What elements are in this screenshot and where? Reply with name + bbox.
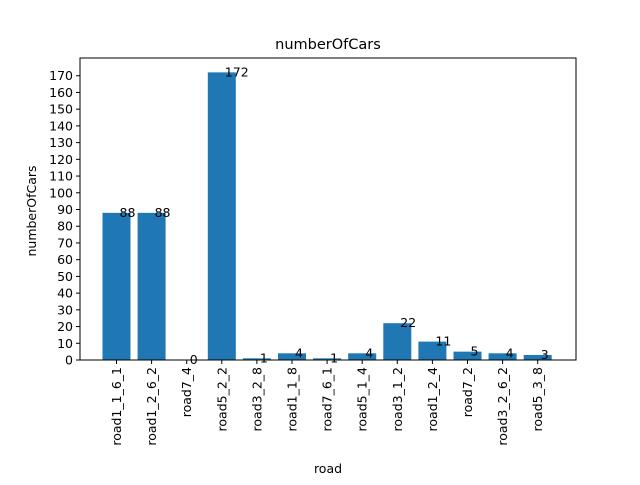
data-label: 1 <box>330 350 338 365</box>
y-tick-label: 160 <box>49 85 73 100</box>
x-tick-label: road7_2 <box>460 367 475 417</box>
x-axis-ticks: road1_1_6_1 road1_2_6_2 road7_4 road5_2_2 ro… <box>109 360 545 446</box>
bar <box>453 351 482 360</box>
x-axis-label: road <box>314 461 342 476</box>
x-tick-label: road5_3_8 <box>530 367 545 432</box>
x-tick-label: road5_1_4 <box>355 367 370 432</box>
y-tick-label: 170 <box>49 68 73 83</box>
x-tick-label: road3_1_2 <box>390 367 405 431</box>
bar <box>278 353 306 360</box>
bar <box>383 323 412 360</box>
data-label: 11 <box>435 334 451 349</box>
bars-group <box>102 72 552 360</box>
y-tick-label: 50 <box>57 269 73 284</box>
y-tick-label: 30 <box>57 302 73 317</box>
data-label: 3 <box>541 347 549 362</box>
x-tick-label: road3_2_6_2 <box>495 367 510 446</box>
y-axis-ticks: 0102030405060708090100110120130140150160… <box>49 68 80 368</box>
y-tick-label: 80 <box>57 219 73 234</box>
data-label: 88 <box>120 205 136 220</box>
x-tick-label: road1_1_6_1 <box>109 367 124 446</box>
x-tick-label: road1_2_6_2 <box>144 367 159 446</box>
data-label: 4 <box>295 345 303 360</box>
data-label: 172 <box>225 64 249 79</box>
x-tick-label: road1_1_8 <box>285 367 300 432</box>
chart-title: numberOfCars <box>275 37 381 53</box>
bar <box>348 353 377 360</box>
bar <box>488 353 517 360</box>
data-label: 4 <box>506 345 514 360</box>
bar <box>137 212 166 360</box>
y-tick-label: 10 <box>57 336 73 351</box>
bar <box>418 341 447 360</box>
y-tick-label: 20 <box>57 319 73 334</box>
bar <box>102 212 131 360</box>
bar <box>242 358 271 360</box>
y-tick-label: 40 <box>57 286 73 301</box>
plot-frame <box>79 57 577 361</box>
data-label: 5 <box>471 344 479 359</box>
y-tick-label: 140 <box>49 118 73 133</box>
x-tick-label: road7_4 <box>179 367 194 417</box>
y-axis-label: numberOfCars <box>24 165 39 256</box>
y-tick-label: 90 <box>57 202 73 217</box>
bar <box>313 358 342 360</box>
data-label: 4 <box>365 345 373 360</box>
y-tick-label: 110 <box>49 169 73 184</box>
y-tick-label: 130 <box>49 135 73 150</box>
x-tick-label: road3_2_8 <box>249 367 264 432</box>
y-tick-label: 150 <box>49 102 73 117</box>
y-tick-label: 0 <box>65 353 73 368</box>
y-tick-label: 70 <box>57 235 73 250</box>
data-label: 22 <box>400 315 416 330</box>
x-tick-label: road5_2_2 <box>214 367 229 431</box>
bar <box>207 72 236 360</box>
bar <box>523 354 552 360</box>
data-label: 88 <box>155 205 171 220</box>
x-tick-label: road1_2_4 <box>425 367 440 432</box>
y-tick-label: 120 <box>49 152 73 167</box>
data-label: 1 <box>260 350 268 365</box>
y-tick-label: 100 <box>49 185 73 200</box>
y-tick-label: 60 <box>57 252 73 267</box>
x-tick-label: road7_6_1 <box>320 367 335 431</box>
